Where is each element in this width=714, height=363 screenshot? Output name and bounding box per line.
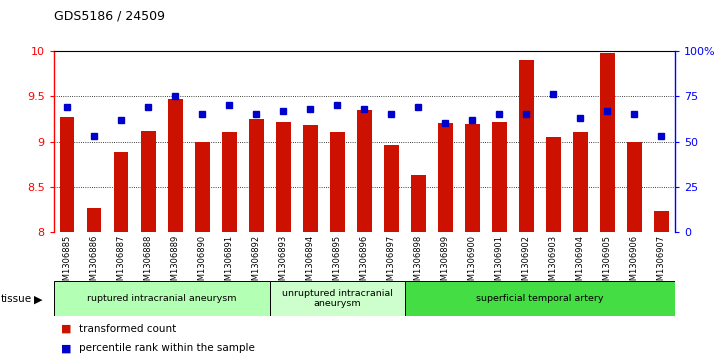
Bar — [627, 142, 642, 232]
FancyBboxPatch shape — [54, 281, 270, 316]
Text: GSM1306885: GSM1306885 — [63, 235, 71, 291]
Bar — [168, 99, 183, 232]
Bar — [600, 53, 615, 232]
Bar — [654, 211, 668, 232]
Bar — [383, 145, 398, 232]
Bar — [411, 175, 426, 232]
Text: GSM1306902: GSM1306902 — [522, 235, 531, 291]
Text: GSM1306889: GSM1306889 — [171, 235, 180, 291]
Text: tissue: tissue — [1, 294, 32, 305]
Bar — [573, 132, 588, 232]
Text: GSM1306907: GSM1306907 — [657, 235, 665, 291]
Text: GSM1306901: GSM1306901 — [495, 235, 503, 291]
Text: GSM1306904: GSM1306904 — [575, 235, 585, 291]
Text: percentile rank within the sample: percentile rank within the sample — [79, 343, 254, 354]
Bar — [141, 131, 156, 232]
Text: superficial temporal artery: superficial temporal artery — [476, 294, 603, 303]
Bar — [221, 131, 236, 232]
Text: transformed count: transformed count — [79, 323, 176, 334]
Bar — [86, 208, 101, 232]
Text: ■: ■ — [61, 323, 71, 334]
Text: GSM1306903: GSM1306903 — [548, 235, 558, 291]
Text: GSM1306894: GSM1306894 — [306, 235, 315, 291]
FancyBboxPatch shape — [405, 281, 675, 316]
Text: GSM1306898: GSM1306898 — [413, 235, 423, 291]
Text: GSM1306899: GSM1306899 — [441, 235, 450, 291]
Text: GSM1306890: GSM1306890 — [198, 235, 206, 291]
FancyBboxPatch shape — [270, 281, 405, 316]
Text: GSM1306906: GSM1306906 — [630, 235, 639, 291]
Bar — [195, 142, 209, 232]
Bar — [519, 60, 533, 232]
Text: GSM1306895: GSM1306895 — [333, 235, 341, 291]
Text: ▶: ▶ — [34, 294, 43, 305]
Text: GSM1306905: GSM1306905 — [603, 235, 612, 291]
Bar — [60, 117, 74, 232]
Bar — [465, 124, 480, 232]
Bar — [545, 137, 560, 232]
Bar — [114, 152, 129, 232]
Text: GSM1306900: GSM1306900 — [468, 235, 477, 291]
Bar — [330, 131, 345, 232]
Bar — [438, 122, 453, 232]
Text: GSM1306891: GSM1306891 — [225, 235, 233, 291]
Text: GSM1306893: GSM1306893 — [278, 235, 288, 291]
Text: GSM1306892: GSM1306892 — [251, 235, 261, 291]
Bar — [303, 125, 318, 232]
Text: GSM1306897: GSM1306897 — [387, 235, 396, 291]
Bar — [276, 122, 291, 232]
Bar — [492, 122, 507, 232]
Text: GDS5186 / 24509: GDS5186 / 24509 — [54, 9, 164, 22]
Text: GSM1306888: GSM1306888 — [144, 235, 153, 291]
Bar — [248, 119, 263, 232]
Text: ■: ■ — [61, 343, 71, 354]
Text: GSM1306896: GSM1306896 — [360, 235, 368, 291]
Text: GSM1306887: GSM1306887 — [116, 235, 126, 291]
Bar — [357, 110, 371, 232]
Text: unruptured intracranial
aneurysm: unruptured intracranial aneurysm — [282, 289, 393, 308]
Text: ruptured intracranial aneurysm: ruptured intracranial aneurysm — [87, 294, 236, 303]
Text: GSM1306886: GSM1306886 — [89, 235, 99, 291]
